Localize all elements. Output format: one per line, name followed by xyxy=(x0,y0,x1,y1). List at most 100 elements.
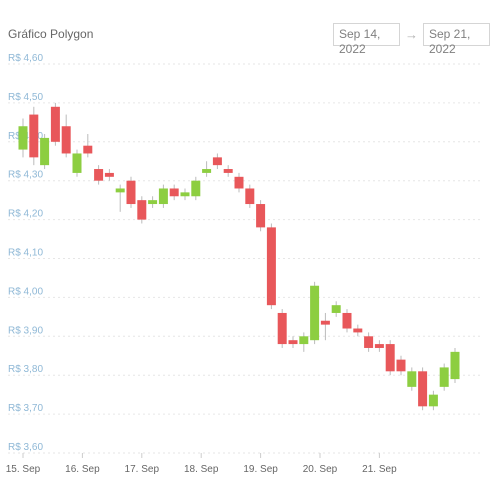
candle-body-up xyxy=(40,137,50,166)
y-tick-label: R$ 3,80 xyxy=(8,364,43,375)
candle[interactable] xyxy=(450,347,460,383)
candle[interactable] xyxy=(234,172,244,193)
x-tick-label: 16. Sep xyxy=(65,464,100,475)
candle[interactable] xyxy=(256,200,266,232)
date-to-input[interactable]: Sep 21, 2022 xyxy=(423,23,490,56)
candle[interactable] xyxy=(364,332,374,352)
candle[interactable] xyxy=(331,301,341,317)
y-tick-label: R$ 4,20 xyxy=(8,209,43,220)
y-tick-label: R$ 3,70 xyxy=(8,403,43,414)
x-tick-label: 17. Sep xyxy=(125,464,160,475)
candle-body-up xyxy=(299,336,309,345)
y-tick-label: R$ 4,10 xyxy=(8,248,43,259)
candle-body-up xyxy=(180,192,190,197)
date-from-input[interactable]: Sep 14, 2022 xyxy=(333,23,400,56)
candle[interactable] xyxy=(418,367,428,411)
candle-body-down xyxy=(169,188,179,197)
candle[interactable] xyxy=(299,332,309,352)
candle-body-up xyxy=(331,305,341,313)
candle[interactable] xyxy=(94,165,104,185)
candle-body-up xyxy=(202,169,212,173)
candle-body-up xyxy=(439,367,449,387)
y-tick-label: R$ 4,60 xyxy=(8,53,43,64)
y-tick-label: R$ 4,50 xyxy=(8,92,43,103)
candle-body-down xyxy=(342,312,352,329)
candle[interactable] xyxy=(407,367,417,391)
candle-body-down xyxy=(212,157,222,166)
candle-body-up xyxy=(191,180,201,197)
candle[interactable] xyxy=(342,309,352,333)
x-tick-label: 20. Sep xyxy=(303,464,338,475)
candle-body-down xyxy=(126,180,136,205)
candle-body-down xyxy=(223,169,233,173)
y-tick-label: R$ 4,00 xyxy=(8,286,43,297)
candle[interactable] xyxy=(158,184,168,208)
y-tick-label: R$ 3,90 xyxy=(8,325,43,336)
candle-body-up xyxy=(428,394,438,407)
candle-body-up xyxy=(310,285,320,341)
candle[interactable] xyxy=(277,309,287,348)
candle-body-down xyxy=(418,371,428,407)
candle[interactable] xyxy=(83,134,93,158)
candle-body-up xyxy=(407,371,417,387)
candle[interactable] xyxy=(115,184,125,212)
candle-body-down xyxy=(277,312,287,345)
candle[interactable] xyxy=(148,196,158,208)
candle-body-down xyxy=(61,126,71,154)
candle[interactable] xyxy=(385,340,395,376)
candle-body-up xyxy=(72,153,82,173)
x-tick-label: 21. Sep xyxy=(362,464,397,475)
candle[interactable] xyxy=(310,281,320,345)
y-axis-labels: R$ 3,60 R$ 3,70 R$ 3,80 R$ 3,90 R$ 4,00 R$ 4,… xyxy=(8,53,43,453)
candle-body-down xyxy=(288,340,298,345)
candle-body-down xyxy=(374,344,384,348)
candle[interactable] xyxy=(266,223,276,310)
candle[interactable] xyxy=(18,118,28,158)
candle-body-down xyxy=(83,145,93,154)
candle[interactable] xyxy=(72,149,82,177)
x-axis-labels: 15. Sep 16. Sep 17. Sep 18. Sep 19. Sep 20. S… xyxy=(6,453,397,475)
candle-body-down xyxy=(94,169,104,181)
candle[interactable] xyxy=(29,106,39,166)
candle[interactable] xyxy=(169,184,179,201)
candle[interactable] xyxy=(40,134,50,170)
candle[interactable] xyxy=(137,196,147,224)
y-tick-label: R$ 4,30 xyxy=(8,170,43,181)
candle[interactable] xyxy=(61,114,71,158)
candle[interactable] xyxy=(191,176,201,201)
candle-body-up xyxy=(450,351,460,380)
candle[interactable] xyxy=(353,324,363,337)
candle-body-up xyxy=(115,188,125,193)
date-range-selector: Sep 14, 2022 → Sep 21, 2022 xyxy=(333,23,490,56)
candle-body-up xyxy=(18,126,28,150)
x-tick-label: 18. Sep xyxy=(184,464,219,475)
candle[interactable] xyxy=(104,169,114,181)
candle[interactable] xyxy=(202,161,212,177)
candle[interactable] xyxy=(374,340,384,352)
x-tick-label: 19. Sep xyxy=(243,464,278,475)
candle-body-down xyxy=(29,114,39,158)
candle-body-down xyxy=(320,320,330,325)
candle-body-up xyxy=(158,188,168,205)
candle[interactable] xyxy=(396,355,406,376)
candle[interactable] xyxy=(223,165,233,177)
candle-body-down xyxy=(364,336,374,348)
candle[interactable] xyxy=(180,188,190,201)
candle[interactable] xyxy=(50,102,60,146)
candle[interactable] xyxy=(288,336,298,348)
x-tick-label: 15. Sep xyxy=(6,464,41,475)
candle[interactable] xyxy=(320,312,330,341)
candle-body-up xyxy=(148,200,158,205)
candle[interactable] xyxy=(245,184,255,208)
candle[interactable] xyxy=(428,390,438,411)
candle[interactable] xyxy=(126,176,136,208)
candle-body-down xyxy=(353,328,363,333)
candle[interactable] xyxy=(439,363,449,391)
candle-body-down xyxy=(396,359,406,372)
candle[interactable] xyxy=(212,153,222,170)
candle-body-down xyxy=(234,176,244,189)
candle-body-down xyxy=(266,227,276,306)
candle-body-down xyxy=(245,188,255,205)
candles xyxy=(18,102,460,411)
